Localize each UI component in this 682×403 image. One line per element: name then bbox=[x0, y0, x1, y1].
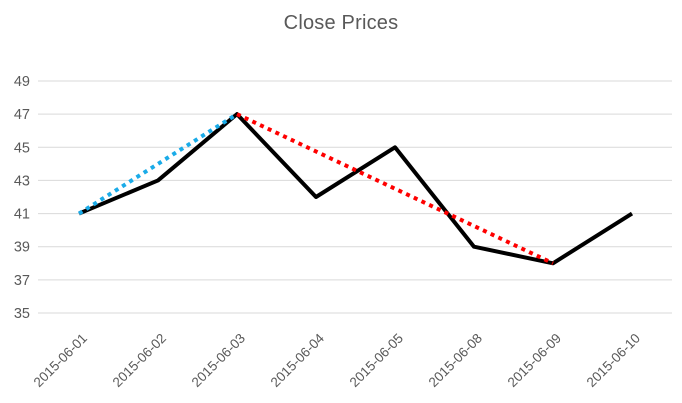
y-tick-label: 39 bbox=[14, 240, 30, 256]
y-tick-label: 45 bbox=[14, 140, 30, 156]
x-tick-label: 2015-06-08 bbox=[426, 331, 485, 390]
x-tick-label: 2015-06-03 bbox=[189, 331, 248, 390]
series-close bbox=[78, 112, 634, 266]
y-tick-label: 43 bbox=[14, 173, 30, 189]
y-tick-label: 41 bbox=[14, 207, 30, 223]
chart-title: Close Prices bbox=[283, 12, 399, 34]
x-tick-label: 2015-06-05 bbox=[347, 331, 406, 390]
x-tick-label: 2015-06-10 bbox=[584, 331, 643, 390]
x-tick-label: 2015-06-01 bbox=[31, 331, 90, 390]
y-tick-label: 47 bbox=[14, 107, 30, 123]
y-tick-label: 35 bbox=[14, 306, 30, 322]
series-uptrend bbox=[77, 112, 239, 216]
x-tick-label: 2015-06-04 bbox=[268, 330, 328, 390]
series-downtrend bbox=[236, 112, 554, 266]
y-tick-label: 49 bbox=[14, 74, 30, 90]
x-tick-label: 2015-06-09 bbox=[505, 331, 564, 390]
y-tick-label: 37 bbox=[14, 273, 30, 289]
x-tick-label: 2015-06-02 bbox=[110, 331, 169, 390]
